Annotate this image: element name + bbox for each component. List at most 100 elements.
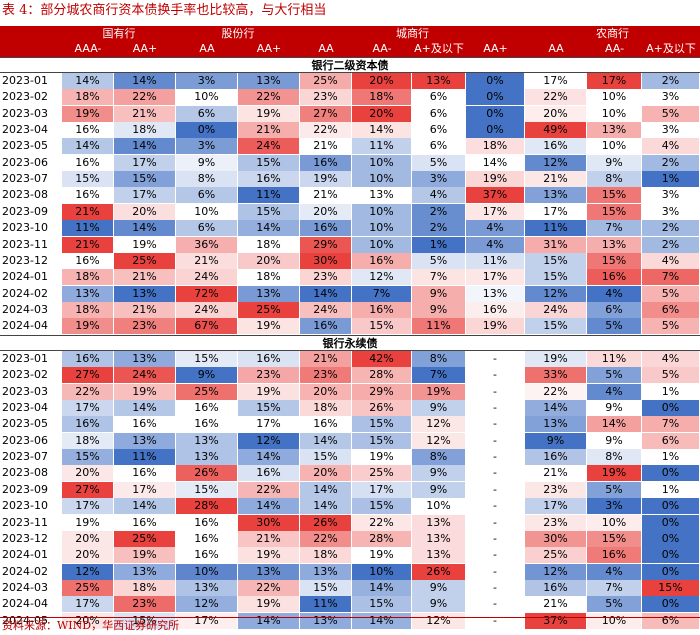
table-cell: 16%: [176, 400, 237, 417]
table-cell: 22%: [238, 481, 299, 498]
table-cell: 37%: [466, 187, 524, 204]
row-date: 2023-01: [2, 74, 48, 87]
row-date: 2024-04: [2, 597, 48, 611]
table-row: 2023-04 16% 18% 0% 21% 22% 14% 6% 0% 49% 13% 3%: [0, 122, 700, 139]
table-cell: 2%: [642, 154, 699, 171]
table-cell: 21%: [176, 252, 237, 269]
table-cell: 11%: [114, 449, 175, 466]
table-cell: 2%: [412, 220, 465, 237]
table-cell: 3%: [176, 138, 237, 155]
table-cell: 9%: [412, 301, 465, 318]
table-cell: 13%: [412, 514, 465, 531]
table-cell: 20%: [525, 105, 586, 122]
table-cell: 18%: [62, 269, 113, 286]
row-date: 2023-08: [2, 188, 48, 202]
table-cell: 20%: [62, 612, 113, 629]
table-cell: 29%: [300, 236, 351, 253]
table-cell: 14%: [587, 416, 641, 433]
table-cell: 3%: [412, 171, 465, 188]
table-cell: 14%: [300, 285, 351, 302]
row-date: 2024-02: [2, 564, 48, 578]
table-cell: 4%: [466, 236, 524, 253]
table-cell: 25%: [300, 73, 351, 89]
table-cell: 24%: [176, 301, 237, 318]
table-cell: 19%: [238, 547, 299, 564]
table-cell: 18%: [466, 138, 524, 155]
table-cell: 12%: [238, 432, 299, 449]
table-cell: 1%: [642, 383, 699, 400]
table-cell: 13%: [525, 187, 586, 204]
table-cell: 30%: [525, 530, 586, 547]
table-row: 2023-05 14% 14% 3% 24% 21% 11% 6% 18% 16% 10% 4%: [0, 138, 700, 155]
table-cell: 3%: [642, 89, 699, 106]
table-cell: 22%: [114, 89, 175, 106]
row-date: 2023-03: [2, 384, 48, 398]
table-cell: 17%: [62, 400, 113, 417]
table-cell: 13%: [176, 449, 237, 466]
table-cell: 20%: [62, 547, 113, 564]
table-title: 表 4：部分城农商行资本债换手率也比较高，与大行相当: [2, 3, 327, 18]
table-cell: 4%: [642, 351, 699, 367]
table-cell: 23%: [300, 89, 351, 106]
table-cell: 23%: [300, 269, 351, 286]
table-cell: 72%: [176, 285, 237, 302]
table-cell: 13%: [176, 432, 237, 449]
table-row: 2023-07 15% 15% 8% 16% 19% 10% 3% 19% 21% 8% 1%: [0, 171, 700, 188]
row-date: 2023-05: [2, 417, 48, 431]
table-cell: 16%: [176, 416, 237, 433]
table-cell: 16%: [525, 138, 586, 155]
table-cell: 27%: [62, 367, 113, 384]
table-cell: 13%: [238, 285, 299, 302]
table-cell: 26%: [300, 514, 351, 531]
table-cell: 16%: [238, 351, 299, 367]
table-cell: 15%: [587, 530, 641, 547]
table-row: 2024-02 12% 13% 10% 13% 13% 10% 26% -12% 4% 0%: [0, 563, 700, 580]
table-cell: 5%: [642, 105, 699, 122]
table-cell: 11%: [466, 252, 524, 269]
table-cell: 16%: [114, 416, 175, 433]
row-date: 2023-12: [2, 531, 48, 545]
group-header: 国有行: [102, 27, 136, 40]
table-cell: 0%: [642, 498, 699, 515]
table-cell: 28%: [176, 498, 237, 515]
table-cell: 20%: [352, 105, 411, 122]
table-cell: 3%: [176, 73, 237, 89]
row-date: 2023-03: [2, 106, 48, 120]
table-cell: 24%: [300, 301, 351, 318]
table-cell: 20%: [62, 465, 113, 482]
table-cell: 16%: [300, 220, 351, 237]
table-cell: 11%: [352, 138, 411, 155]
table-cell: 14%: [300, 432, 351, 449]
table-cell: 5%: [587, 318, 641, 335]
table-cell: 14%: [352, 122, 411, 139]
table-cell: 6%: [176, 187, 237, 204]
row-date: 2023-06: [2, 433, 48, 447]
table-cell: 17%: [587, 73, 641, 89]
table-cell: 21%: [114, 301, 175, 318]
table-cell: 20%: [300, 465, 351, 482]
table-cell: 16%: [114, 514, 175, 531]
table-cell: 15%: [114, 612, 175, 629]
table-cell: 11%: [62, 220, 113, 237]
table-cell: 17%: [525, 498, 586, 515]
table-cell: 5%: [642, 367, 699, 384]
table-cell: 19%: [114, 383, 175, 400]
table-cell: 7%: [352, 285, 411, 302]
table-cell: 6%: [412, 122, 465, 139]
table-cell: 12%: [525, 285, 586, 302]
table-cell: 19%: [238, 318, 299, 335]
table-cell: 5%: [587, 481, 641, 498]
table-cell: 14%: [525, 400, 586, 417]
table-cell: 17%: [525, 203, 586, 220]
table-cell: 8%: [587, 171, 641, 188]
table-cell: 2%: [642, 236, 699, 253]
table-cell: 8%: [412, 449, 465, 466]
table-cell: 19%: [238, 596, 299, 613]
table-cell: 18%: [62, 301, 113, 318]
table-cell: -: [466, 481, 524, 498]
table-cell: 8%: [176, 171, 237, 188]
table-cell: 0%: [642, 514, 699, 531]
table-cell: 14%: [352, 579, 411, 596]
table-cell: 13%: [587, 236, 641, 253]
table-cell: -: [466, 514, 524, 531]
